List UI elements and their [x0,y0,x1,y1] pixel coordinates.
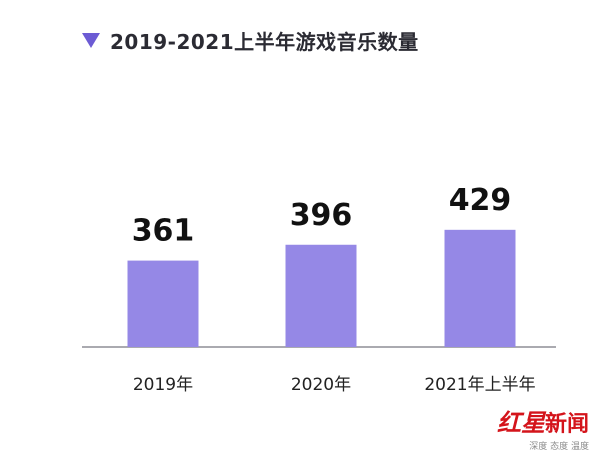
watermark-tagline: 深度 态度 温度 [529,442,589,452]
category-label-2: 2021年上半年 [424,375,535,395]
value-label-1: 396 [290,198,353,233]
chart-header: 2019-2021上半年游戏音乐数量 [82,26,419,55]
bar-0 [127,260,199,347]
bar-2 [444,229,516,347]
chart-title: 2019-2021上半年游戏音乐数量 [110,30,419,54]
value-label-0: 361 [132,214,195,249]
watermark-brand-red: 红星 [496,408,545,437]
bar-1 [285,244,357,347]
value-label-2: 429 [449,183,512,218]
watermark-brand-news: 新闻 [544,411,589,437]
category-label-1: 2020年 [291,375,351,395]
category-label-0: 2019年 [133,375,193,395]
triangle-icon [82,33,100,48]
watermark-logo: 红星 新闻 深度 态度 温度 [497,403,589,452]
